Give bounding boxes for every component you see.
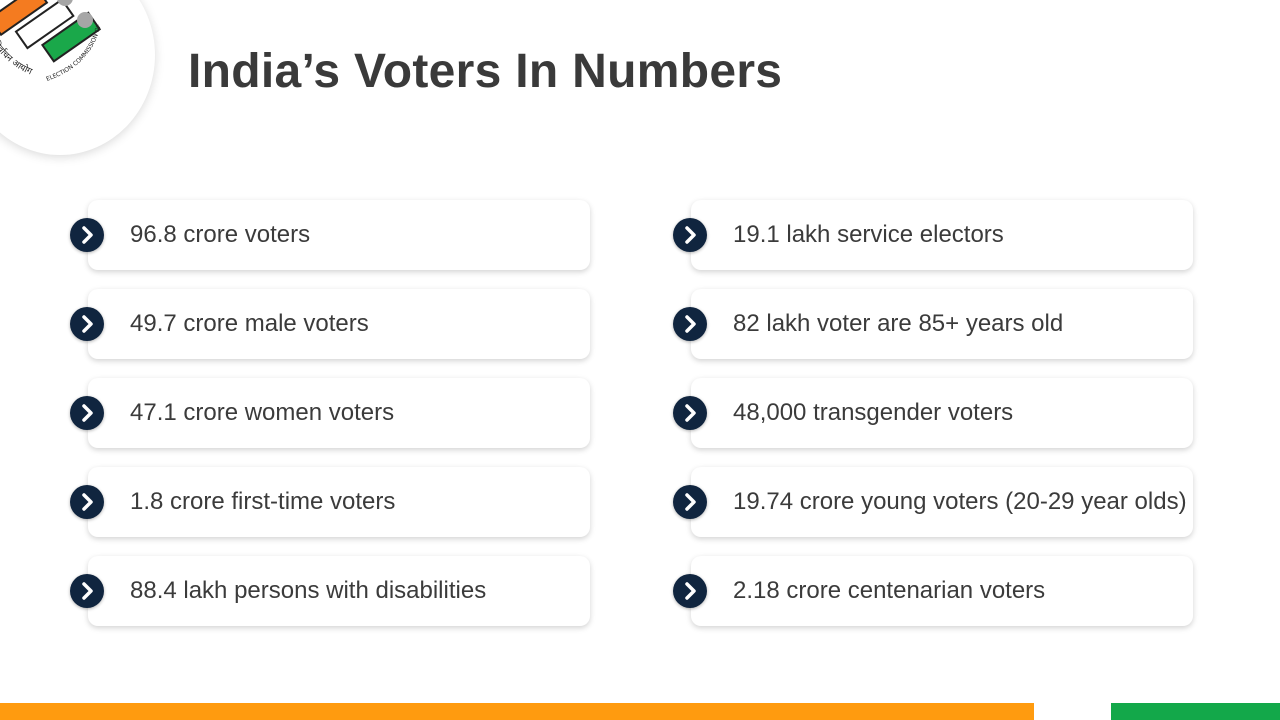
stat-card (88, 200, 590, 270)
chevron-right-icon (673, 574, 707, 608)
list-item: 19.1 lakh service electors (673, 200, 1195, 270)
stat-card (691, 378, 1193, 448)
list-item: 88.4 lakh persons with disabilities (70, 556, 592, 626)
stat-label: 2.18 crore centenarian voters (733, 577, 1046, 604)
list-item: 82 lakh voter are 85+ years old (673, 289, 1195, 359)
stat-card (88, 556, 590, 626)
stat-card (691, 200, 1193, 270)
stat-label: 96.8 crore voters (130, 221, 311, 248)
stat-label: 1.8 crore first-time voters (130, 488, 396, 515)
chevron-right-icon (70, 307, 104, 341)
chevron-right-icon (70, 485, 104, 519)
list-item: 1.8 crore first-time voters (70, 467, 592, 537)
footer-green-stripe (1111, 703, 1280, 720)
stat-card (88, 378, 590, 448)
stat-card (691, 467, 1193, 537)
chevron-right-icon (673, 307, 707, 341)
list-item: 2.18 crore centenarian voters (673, 556, 1195, 626)
list-item: 96.8 crore voters (70, 200, 592, 270)
chevron-right-icon (673, 396, 707, 430)
list-item: 49.7 crore male voters (70, 289, 592, 359)
chevron-right-icon (673, 218, 707, 252)
stat-card (691, 556, 1193, 626)
eci-logo-icon: भारत निर्वाचन आयोग ELECTION COMMISSION O… (0, 0, 103, 83)
chevron-right-icon (70, 396, 104, 430)
stat-label: 48,000 transgender voters (733, 399, 1014, 426)
slide-title: India’s Voters In Numbers (188, 45, 783, 98)
footer-orange-stripe (0, 703, 1034, 720)
list-item: 19.74 crore young voters (20-29 year old… (673, 467, 1195, 537)
stat-label: 49.7 crore male voters (130, 310, 369, 337)
stat-label: 19.1 lakh service electors (733, 221, 1004, 248)
stat-label: 19.74 crore young voters (20-29 year old… (733, 488, 1187, 515)
stat-label: 82 lakh voter are 85+ years old (733, 310, 1064, 337)
chevron-right-icon (70, 574, 104, 608)
stat-card (88, 467, 590, 537)
chevron-right-icon (70, 218, 104, 252)
stat-card (88, 289, 590, 359)
list-item: 48,000 transgender voters (673, 378, 1195, 448)
chevron-right-icon (673, 485, 707, 519)
stat-label: 47.1 crore women voters (130, 399, 395, 426)
list-item: 47.1 crore women voters (70, 378, 592, 448)
stat-card (691, 289, 1193, 359)
logo-badge: भारत निर्वाचन आयोग ELECTION COMMISSION O… (0, 0, 155, 155)
stat-label: 88.4 lakh persons with disabilities (130, 577, 487, 604)
